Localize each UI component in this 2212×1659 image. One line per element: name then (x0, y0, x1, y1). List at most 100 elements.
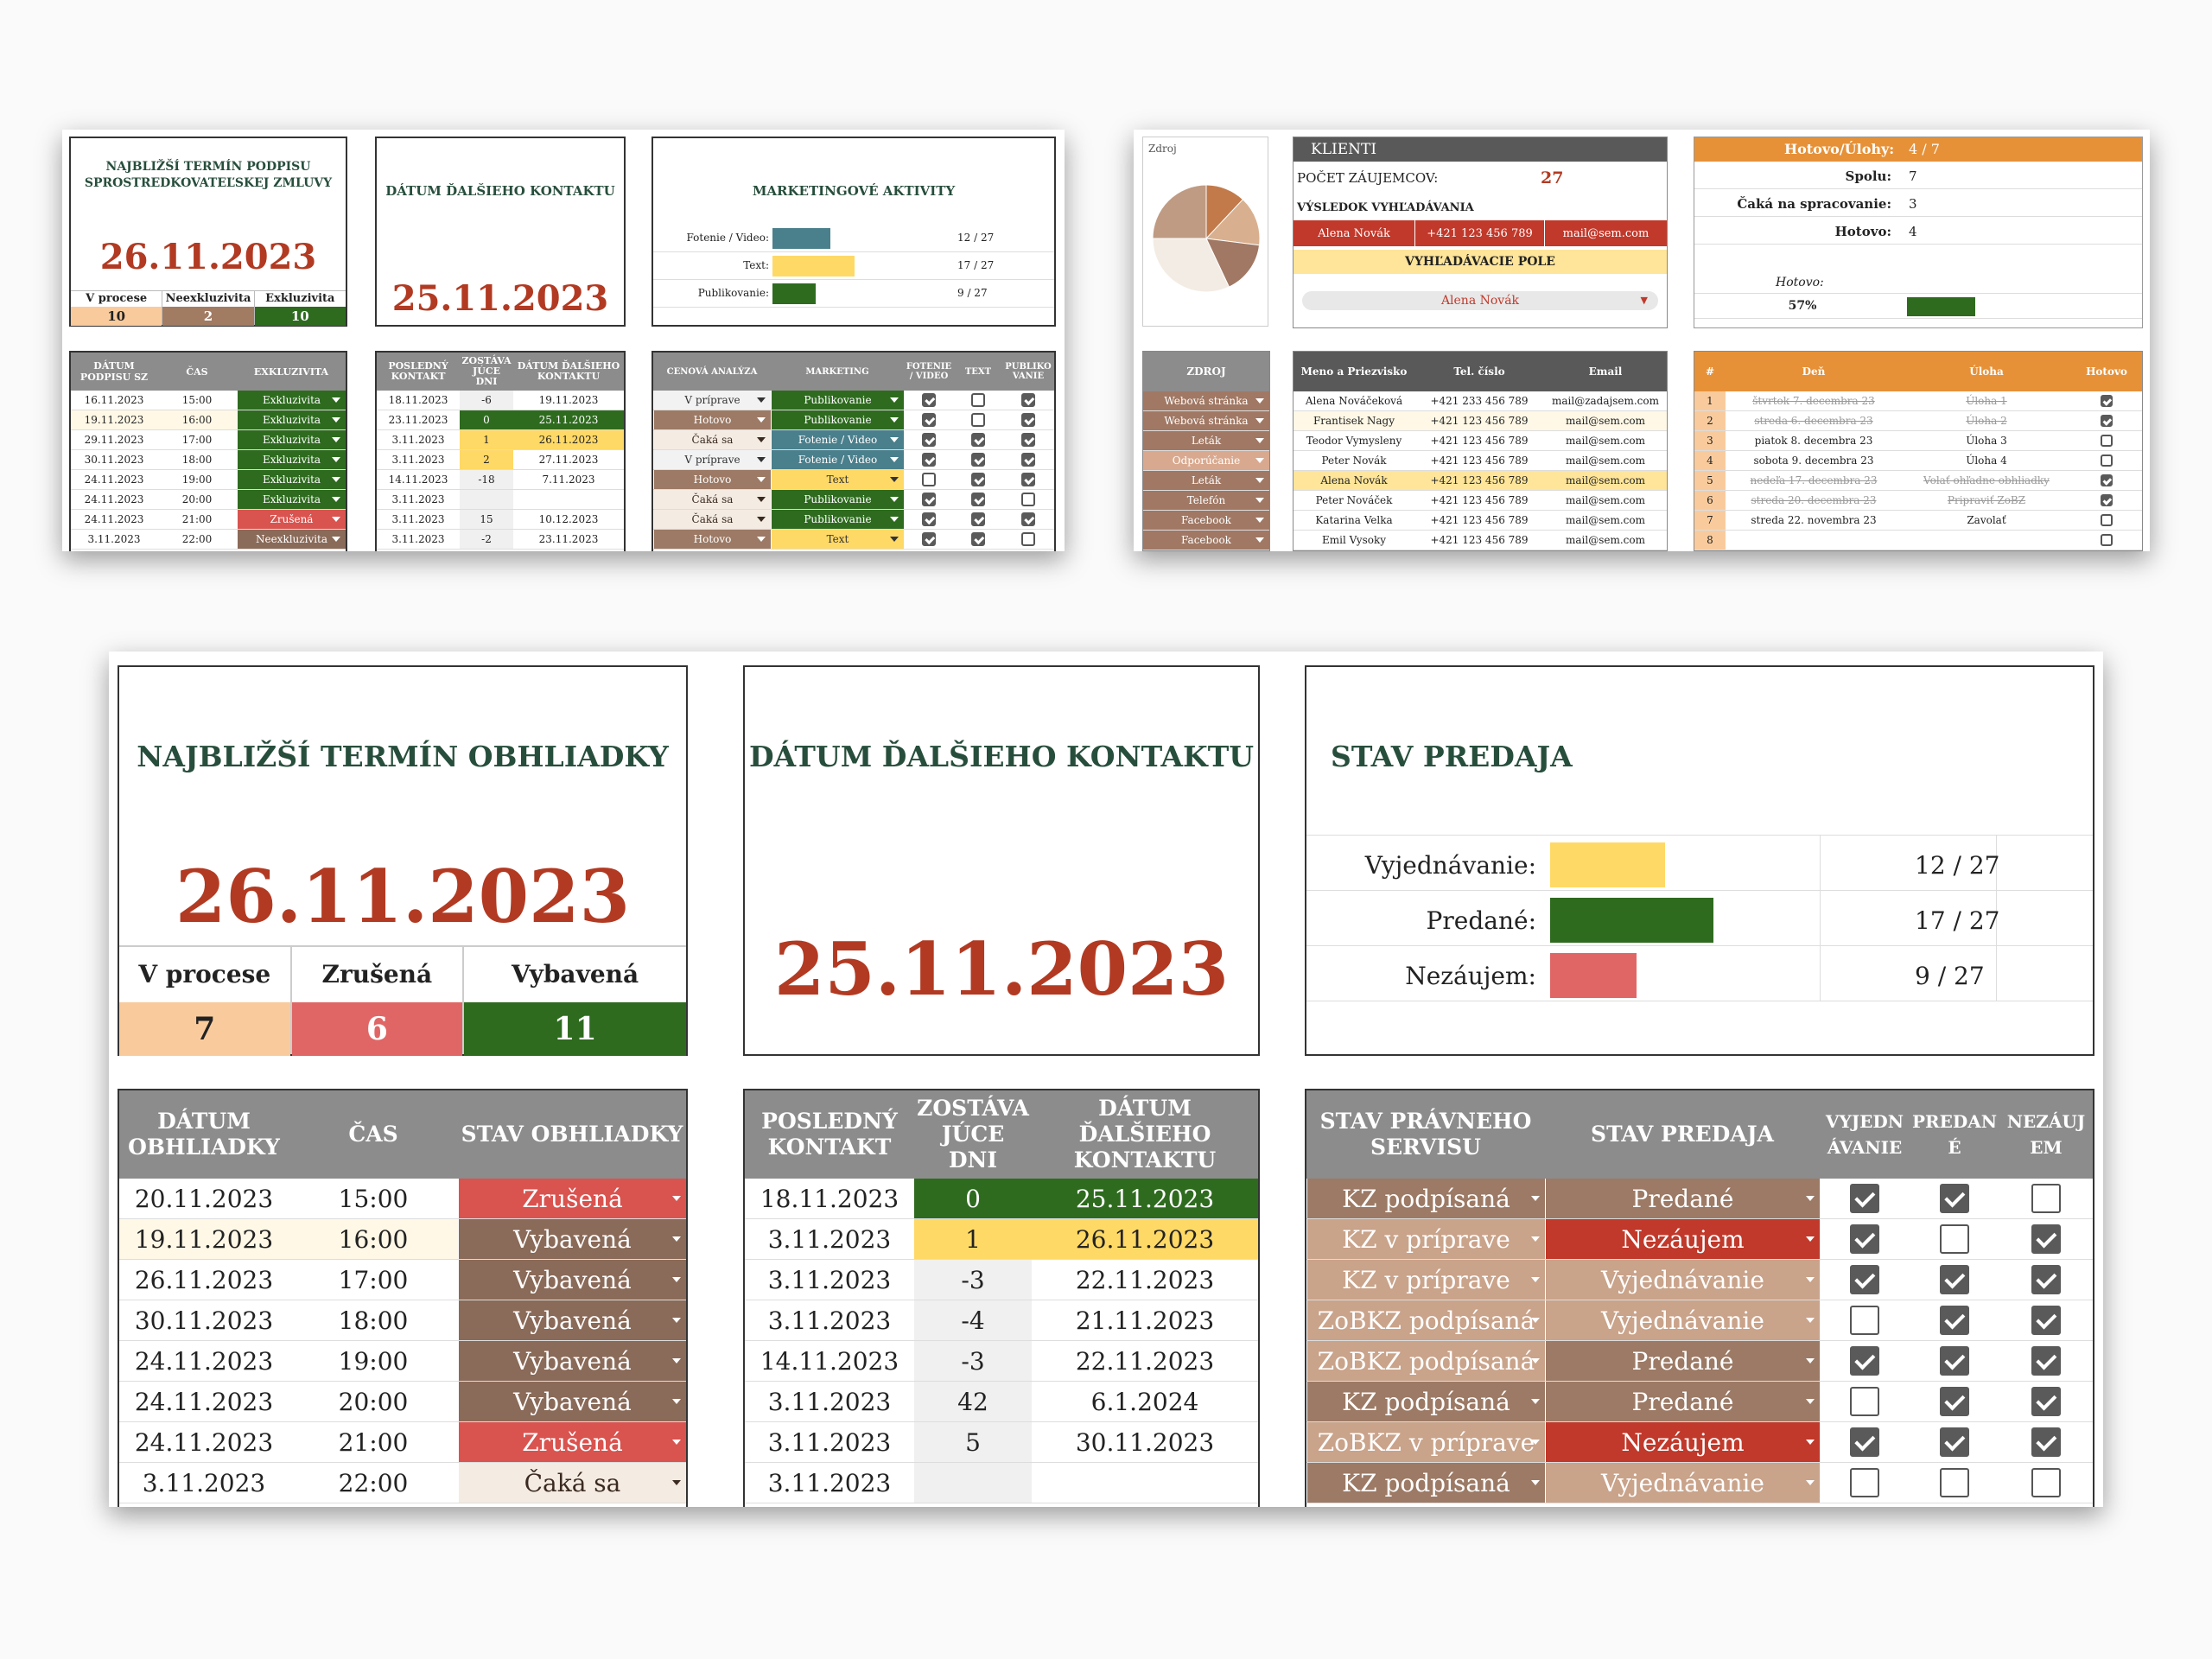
table-row[interactable]: 3.11.2023 -3 22.11.2023 (745, 1260, 1258, 1300)
table-row[interactable]: Webová stránka (1143, 391, 1269, 411)
status-dropdown[interactable]: Exkluzivita (237, 391, 346, 410)
source-dropdown[interactable]: Leták (1143, 471, 1269, 490)
table-row[interactable]: 18.11.2023 -6 19.11.2023 (377, 391, 624, 410)
column-header[interactable]: ZOSTÁVA JÚCE DNI (917, 1096, 1029, 1173)
checkbox[interactable] (1940, 1224, 1969, 1254)
table-row[interactable]: Frantisek Nagy +421 123 456 789 mail@sem.c… (1294, 411, 1667, 431)
status-dropdown[interactable]: Publikovanie (771, 391, 904, 410)
source-dropdown[interactable]: Webová stránka (1143, 411, 1269, 430)
table-row[interactable]: 3.11.2023 (377, 490, 624, 510)
status-dropdown[interactable]: Fotenie / Video (771, 450, 904, 469)
checkbox[interactable] (1940, 1427, 1969, 1457)
status-dropdown[interactable]: ZoBKZ podpísaná (1306, 1300, 1545, 1340)
table-row[interactable]: Hotovo Publikovanie (653, 410, 1054, 430)
status-dropdown[interactable]: Vyjednávanie (1545, 1260, 1820, 1300)
checkbox[interactable] (922, 433, 936, 447)
status-dropdown[interactable]: Exkluzivita (237, 450, 346, 469)
status-dropdown[interactable]: KZ v príprave (1306, 1219, 1545, 1259)
checkbox[interactable] (971, 453, 985, 467)
status-dropdown[interactable]: Nezáujem (1545, 1219, 1820, 1259)
table-row[interactable]: 4 sobota 9. decembra 23 Úloha 4 (1694, 451, 2142, 471)
status-dropdown[interactable]: Nezáujem (1545, 1422, 1820, 1462)
checkbox[interactable] (1021, 413, 1035, 427)
column-header[interactable]: DÁTUM ĎALŠIEHO KONTAKTU (1073, 1096, 1217, 1173)
table-row[interactable]: 20.11.2023 15:00 Zrušená (119, 1179, 686, 1219)
checkbox[interactable] (2101, 494, 2113, 506)
checkbox[interactable] (1850, 1306, 1879, 1335)
checkbox[interactable] (1021, 393, 1035, 407)
status-dropdown[interactable]: Hotovo (653, 410, 771, 429)
status-dropdown[interactable]: Neexkluzivita (237, 530, 346, 549)
column-header[interactable]: Deň (1802, 365, 1826, 378)
table-row[interactable]: Emil Vysoky +421 123 456 789 mail@sem.com (1294, 531, 1667, 550)
status-dropdown[interactable]: Text (771, 530, 904, 549)
column-header[interactable]: POSLEDNÝ KONTAKT (761, 1109, 898, 1160)
table-row[interactable]: Leták (1143, 431, 1269, 451)
checkbox[interactable] (1850, 1387, 1879, 1416)
table-row[interactable]: 14.11.2023 -3 22.11.2023 (745, 1341, 1258, 1382)
table-row[interactable]: Telefón (1143, 491, 1269, 511)
table-row[interactable]: Webová stránka (1143, 411, 1269, 431)
checkbox[interactable] (971, 433, 985, 447)
table-row[interactable]: 3.11.2023 5 30.11.2023 (745, 1422, 1258, 1463)
table-row[interactable]: Teodor Vymysleny +421 123 456 789 mail@sem… (1294, 431, 1667, 451)
table-row[interactable]: 24.11.2023 20:00 Exkluzivita (71, 490, 346, 510)
checkbox[interactable] (922, 493, 936, 506)
table-row[interactable]: V príprave Publikovanie (653, 391, 1054, 410)
checkbox[interactable] (1850, 1265, 1879, 1294)
status-dropdown[interactable]: KZ v príprave (1306, 1260, 1545, 1300)
column-header[interactable]: Email (1588, 365, 1623, 378)
status-dropdown[interactable]: Hotovo (653, 470, 771, 489)
table-row[interactable]: 3.11.2023 2 27.11.2023 (377, 450, 624, 470)
search-dropdown[interactable]: Alena Novák ▼ (1302, 291, 1658, 310)
table-row[interactable]: Facebook (1143, 511, 1269, 531)
table-row[interactable]: 3.11.2023 (745, 1463, 1258, 1503)
status-dropdown[interactable]: Predané (1545, 1341, 1820, 1381)
column-header[interactable]: DÁTUM OBHLIADKY (128, 1109, 280, 1160)
table-row[interactable]: KZ podpísaná Vyjednávanie (1306, 1463, 2093, 1503)
status-dropdown[interactable]: KZ podpísaná (1306, 1179, 1545, 1218)
checkbox[interactable] (971, 393, 985, 407)
status-dropdown[interactable]: Vybavená (458, 1300, 686, 1340)
checkbox[interactable] (2031, 1387, 2061, 1416)
table-row[interactable]: 3 piatok 8. decembra 23 Úloha 3 (1694, 431, 2142, 451)
source-dropdown[interactable]: Odporúčanie (1143, 451, 1269, 470)
column-header[interactable]: FOTENIE / VIDEO (906, 362, 952, 381)
table-row[interactable]: Alena Nováčeková +421 233 456 789 mail@zad… (1294, 391, 1667, 411)
column-header[interactable]: ČAS (348, 1122, 398, 1147)
status-dropdown[interactable]: ZoBKZ podpísaná (1306, 1341, 1545, 1381)
column-header[interactable]: ZOSTÁVA JÚCE DNI (461, 355, 512, 387)
status-dropdown[interactable]: Zrušená (458, 1422, 686, 1462)
status-dropdown[interactable]: Exkluzivita (237, 430, 346, 449)
table-row[interactable]: KZ v príprave Nezáujem (1306, 1219, 2093, 1260)
status-dropdown[interactable]: V príprave (653, 391, 771, 410)
checkbox[interactable] (1021, 512, 1035, 526)
column-header[interactable]: ČAS (186, 365, 208, 378)
status-dropdown[interactable]: Publikovanie (771, 410, 904, 429)
table-row[interactable]: 3.11.2023 -2 23.11.2023 (377, 530, 624, 550)
column-header[interactable]: # (1705, 365, 1715, 378)
source-dropdown[interactable]: Telefón (1143, 491, 1269, 510)
status-dropdown[interactable]: Predané (1545, 1179, 1820, 1218)
table-row[interactable]: Čaká sa Fotenie / Video (653, 430, 1054, 450)
column-header[interactable]: CENOVÁ ANALÝZA (666, 366, 758, 377)
table-row[interactable]: Hotovo Text (653, 470, 1054, 490)
table-row[interactable]: 8 (1694, 531, 2142, 550)
status-dropdown[interactable]: Exkluzivita (237, 470, 346, 489)
checkbox[interactable] (1021, 493, 1035, 506)
checkbox[interactable] (2101, 395, 2113, 407)
checkbox[interactable] (1940, 1468, 1969, 1497)
source-dropdown[interactable]: Facebook (1143, 511, 1269, 530)
status-dropdown[interactable]: Čaká sa (653, 490, 771, 509)
source-dropdown[interactable]: Leták (1143, 431, 1269, 450)
table-row[interactable]: 26.11.2023 17:00 Vybavená (119, 1260, 686, 1300)
column-header[interactable]: TEXT (964, 366, 992, 377)
checkbox[interactable] (971, 473, 985, 486)
table-row[interactable]: ZoBKZ podpísaná Vyjednávanie (1306, 1300, 2093, 1341)
table-row[interactable]: 3.11.2023 1 26.11.2023 (745, 1219, 1258, 1260)
table-row[interactable]: 19.11.2023 16:00 Vybavená (119, 1219, 686, 1260)
column-header[interactable]: STAV PRÁVNEHO SERVISU (1319, 1109, 1532, 1160)
column-header[interactable]: DÁTUM PODPISU SZ (79, 360, 149, 383)
table-row[interactable]: 5 nedeľa 17. decembra 23 Volať ohľadne obh… (1694, 471, 2142, 491)
table-row[interactable]: 23.11.2023 0 25.11.2023 (377, 410, 624, 430)
